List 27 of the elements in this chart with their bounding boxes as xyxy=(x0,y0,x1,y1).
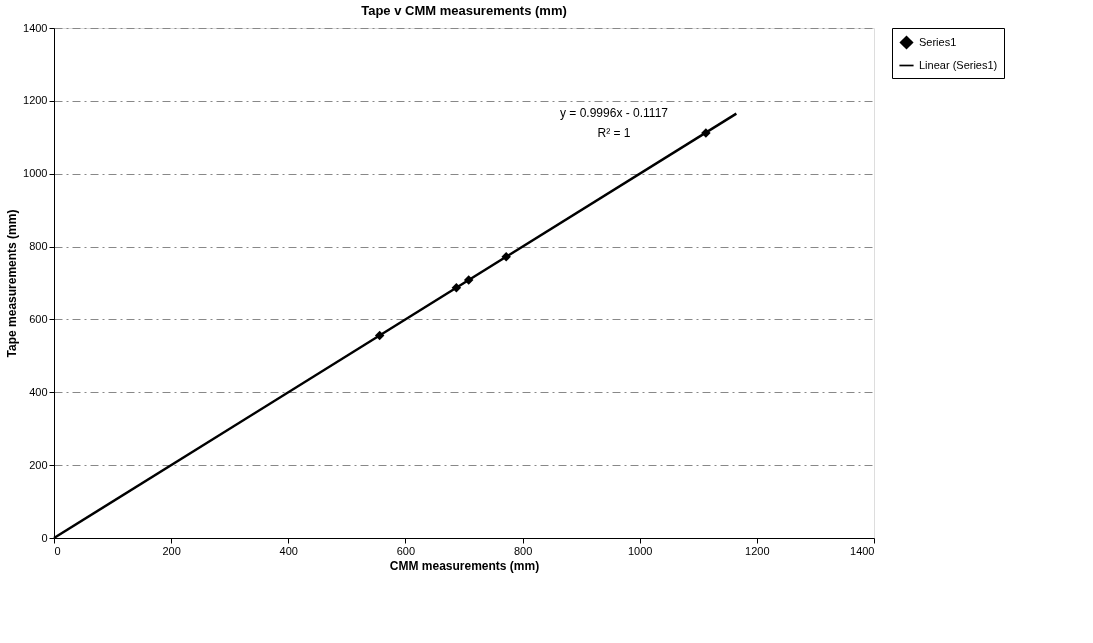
y-tick-label: 1000 xyxy=(23,167,48,180)
legend-label: Series1 xyxy=(919,35,957,48)
point xyxy=(451,282,462,293)
point xyxy=(463,275,474,285)
point xyxy=(501,252,511,262)
point xyxy=(374,330,385,341)
x-tick-label: 400 xyxy=(279,544,298,557)
y-tick-label: 1400 xyxy=(23,21,48,34)
x-tick-label: 0 xyxy=(54,544,61,557)
annotation: y = 0.9996x - 0.1117 xyxy=(560,106,669,120)
chart-title: Tape v CMM measurements (mm) xyxy=(361,3,567,18)
x-tick-label: 200 xyxy=(162,544,181,557)
y-tick-label: 0 xyxy=(41,531,48,544)
legend-label: Linear (Series1) xyxy=(919,58,998,71)
y-tick-label: 200 xyxy=(29,458,48,471)
x-axis-title: CMM measurements (mm) xyxy=(389,558,540,573)
x-tick-label: 1400 xyxy=(850,544,875,557)
annotation: R² = 1 xyxy=(597,126,631,140)
x-tick-label: 600 xyxy=(396,544,416,557)
y-axis-title: Tape measurements (mm) xyxy=(5,209,20,358)
y-tick-label: 400 xyxy=(29,385,48,398)
x-tick-label: 1000 xyxy=(627,544,653,557)
y-tick-label: 600 xyxy=(29,312,48,325)
x-tick-label: 800 xyxy=(513,544,533,557)
x-tick-label: 1200 xyxy=(745,544,770,557)
y-tick-label: 800 xyxy=(29,240,48,253)
y-tick-label: 1200 xyxy=(23,94,48,107)
